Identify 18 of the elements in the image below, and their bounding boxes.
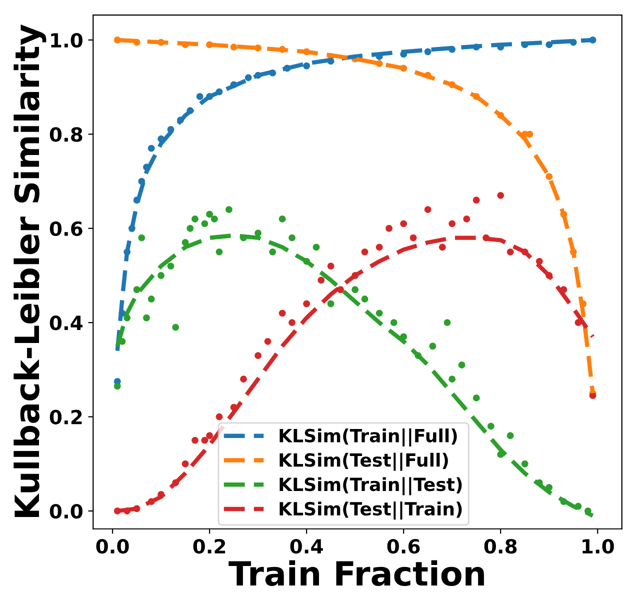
x-tick-label: 0.4 bbox=[290, 538, 323, 554]
x-tick-label: 0.0 bbox=[96, 538, 129, 554]
x-tick-label: 0.2 bbox=[193, 538, 226, 554]
y-tick-label: 0.8 bbox=[50, 127, 82, 142]
y-tick-label: 0.6 bbox=[50, 221, 82, 236]
y-tick-label: 0.4 bbox=[50, 316, 83, 330]
legend-label: KLSim(Test||Train) bbox=[280, 502, 462, 520]
x-tick-label: 0.8 bbox=[484, 538, 517, 554]
y-tick-label: 0.0 bbox=[50, 504, 82, 519]
x-axis-title: Train Fraction bbox=[228, 560, 484, 586]
y-axis-title: Kullback-Leibler Similarity bbox=[14, 24, 46, 517]
x-tick-label: 1.0 bbox=[582, 538, 614, 554]
legend-label: KLSim(Train||Full) bbox=[280, 428, 457, 446]
legend-label: KLSim(Train||Test) bbox=[280, 477, 462, 496]
y-tick-label: 1.0 bbox=[51, 32, 82, 48]
y-tick-label: 0.2 bbox=[50, 410, 82, 424]
x-tick-label: 0.6 bbox=[387, 538, 420, 554]
legend-label: KLSim(Test||Full) bbox=[280, 452, 448, 471]
